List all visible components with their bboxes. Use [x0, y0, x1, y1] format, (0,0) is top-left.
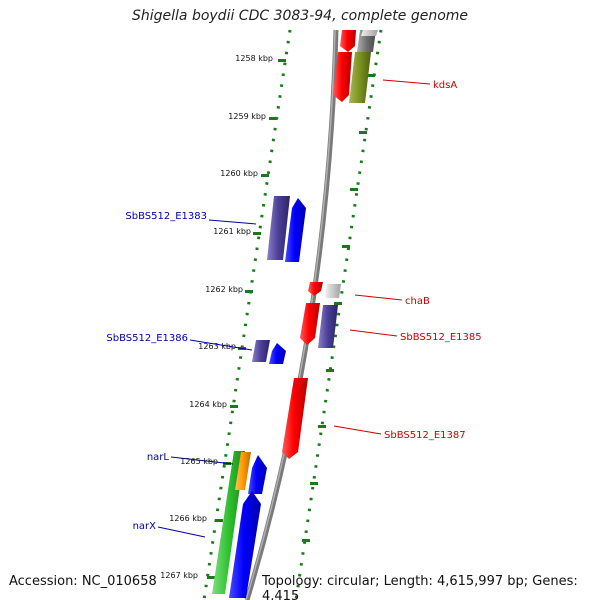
outer-tick-track	[202, 29, 383, 600]
accession-text: Accession: NC_010658	[9, 574, 157, 589]
tick-mark	[215, 519, 223, 522]
gene-arrow-reverse	[285, 198, 306, 262]
tick-mark	[326, 369, 334, 372]
gene-label-SbBS512_E1383[interactable]: SbBS512_E1383	[125, 211, 207, 222]
gene-label-kdsA[interactable]: kdsA	[433, 80, 457, 91]
tick-mark	[310, 482, 318, 485]
tick-mark	[230, 405, 238, 408]
tick-mark	[261, 174, 269, 177]
gene-feature-lightgray	[361, 30, 378, 36]
tick-mark	[342, 245, 350, 248]
gene-label-SbBS512_E1385[interactable]: SbBS512_E1385	[400, 332, 482, 343]
gene-arrow-forward	[308, 282, 323, 296]
tick-mark	[367, 74, 375, 77]
kbp-tick-label: 1260 kbp	[220, 169, 258, 178]
gene-feature-navy	[252, 340, 270, 362]
gene-feature-navy	[267, 196, 290, 260]
kbp-tick-label: 1265 kbp	[180, 457, 218, 466]
gene-arrow-forward	[340, 30, 356, 52]
genome-summary-text: Topology: circular; Length: 4,615,997 bp…	[262, 574, 578, 600]
tick-mark	[278, 59, 286, 62]
kbp-tick-label: 1266 kbp	[169, 514, 207, 523]
tick-mark	[302, 539, 310, 542]
tick-mark	[334, 302, 342, 305]
tick-mark	[350, 188, 358, 191]
gene-label-chaB[interactable]: chaB	[405, 296, 430, 307]
gene-arrow-forward	[333, 52, 352, 102]
gene-label-SbBS512_E1387[interactable]: SbBS512_E1387	[384, 430, 466, 441]
kbp-tick-label: 1264 kbp	[189, 400, 227, 409]
map-title: Shigella boydii CDC 3083-94, complete ge…	[131, 8, 469, 24]
gene-arrow-forward	[282, 378, 308, 459]
gene-arrow-forward	[300, 303, 320, 345]
gene-feature-olive	[349, 52, 371, 103]
kbp-tick-label: 1263 kbp	[198, 342, 236, 351]
kbp-tick-label: 1261 kbp	[213, 227, 251, 236]
tick-mark	[318, 425, 326, 428]
gene-arrow-reverse	[248, 455, 267, 494]
gene-features	[212, 30, 378, 598]
gene-arrow-reverse	[229, 491, 261, 598]
tick-mark	[207, 576, 215, 579]
kbp-tick-label: 1267 kbp	[160, 571, 198, 580]
gene-feature-navy	[318, 305, 338, 348]
gene-arrow-reverse	[269, 343, 286, 364]
tick-mark	[269, 117, 277, 120]
gene-feature-orange	[235, 452, 251, 490]
tick-mark	[245, 290, 253, 293]
kbp-tick-label: 1258 kbp	[235, 54, 273, 63]
gene-feature-lightgray	[325, 284, 341, 298]
gene-label-narX[interactable]: narX	[133, 521, 157, 532]
gene-label-SbBS512_E1386[interactable]: SbBS512_E1386	[106, 333, 188, 344]
tick-mark	[253, 232, 261, 235]
tick-mark	[359, 131, 367, 134]
kbp-tick-label: 1259 kbp	[228, 112, 266, 121]
label-leaders	[157, 79, 431, 538]
kbp-tick-label: 1262 kbp	[205, 285, 243, 294]
gene-label-narL[interactable]: narL	[147, 452, 170, 463]
